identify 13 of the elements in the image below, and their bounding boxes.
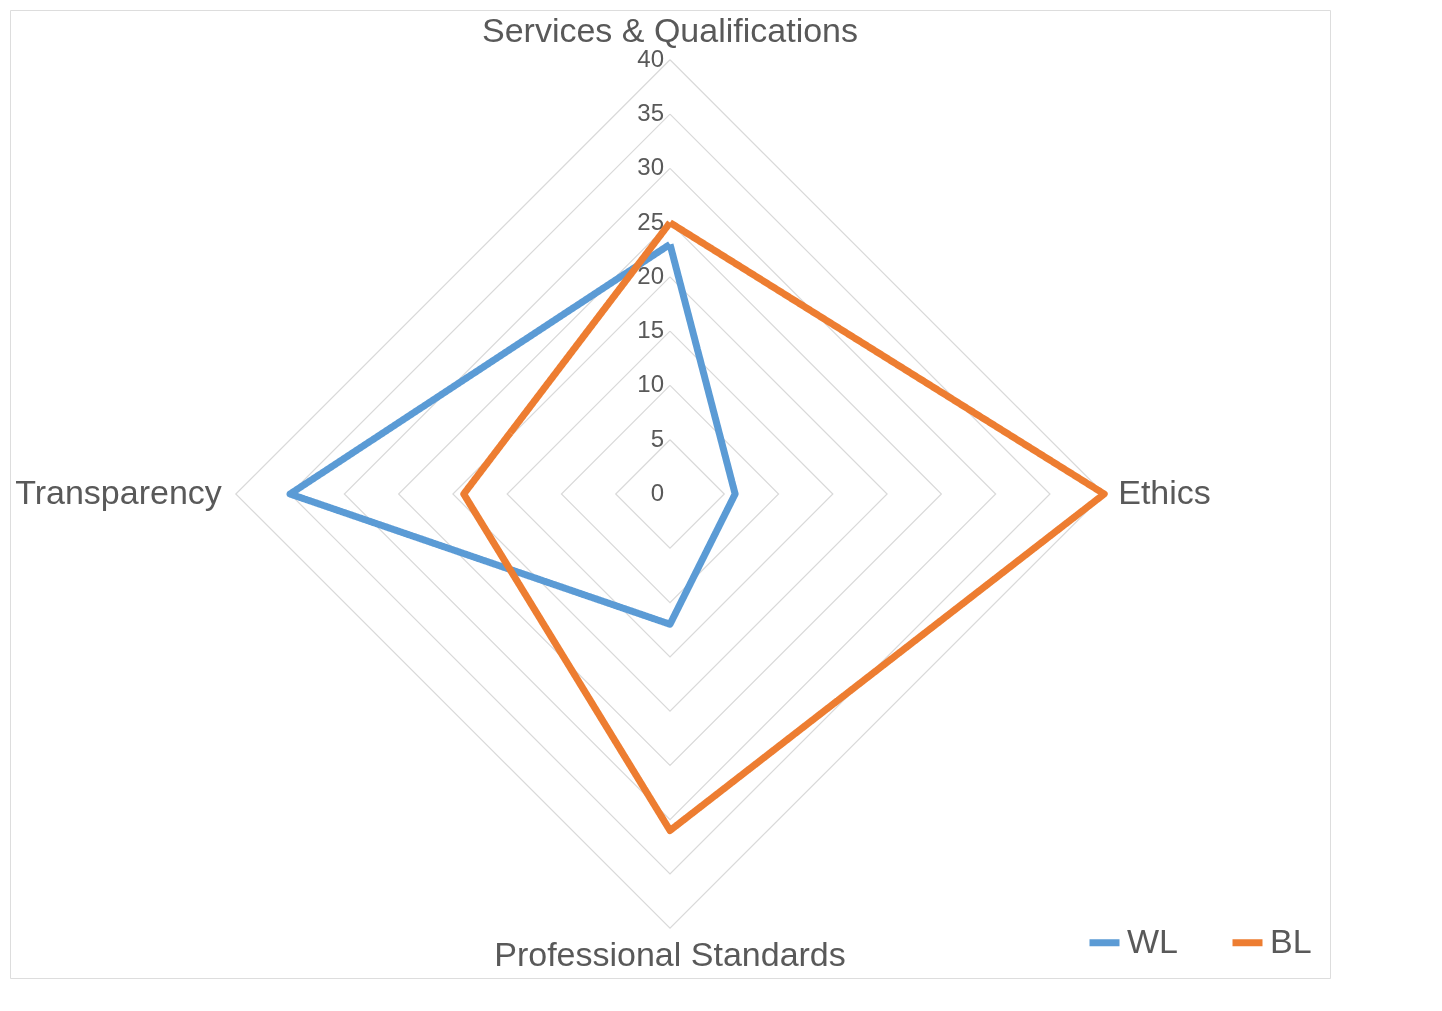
y-tick-label: 25 (637, 207, 664, 235)
spoke-label: Transparency (15, 473, 222, 511)
y-tick-label: 10 (637, 370, 664, 398)
y-tick-label: 5 (650, 424, 664, 452)
y-tick-label: 20 (637, 261, 664, 289)
spoke-label: Ethics (1118, 473, 1211, 511)
y-tick-label: 30 (637, 153, 664, 181)
y-tick-label: 15 (637, 316, 664, 344)
y-tick-label: 35 (637, 99, 664, 127)
legend-label: WL (1127, 921, 1178, 960)
spoke-label: Professional Standards (494, 935, 846, 974)
legend-label: BL (1270, 921, 1312, 960)
y-tick-label: 0 (650, 479, 664, 506)
